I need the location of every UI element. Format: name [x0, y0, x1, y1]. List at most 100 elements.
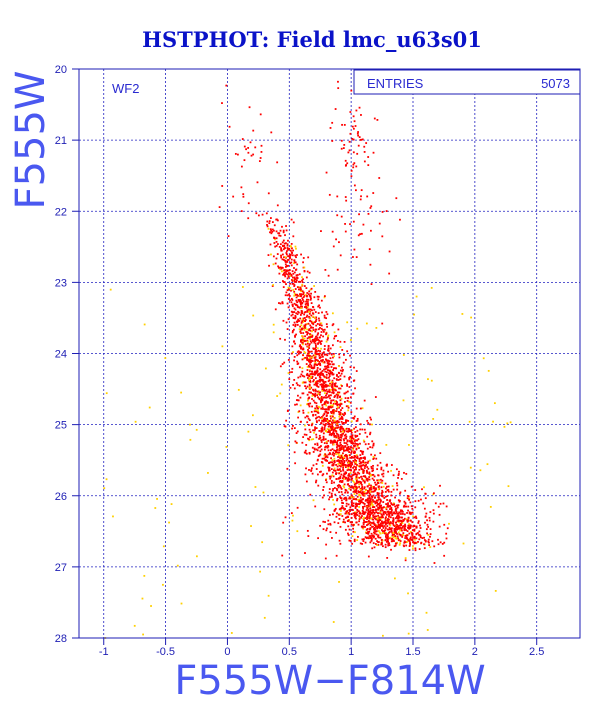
data-point: [322, 432, 325, 435]
data-point: [347, 476, 350, 479]
data-point: [402, 525, 404, 528]
data-point: [337, 513, 340, 516]
data-point: [283, 244, 286, 247]
data-point: [292, 514, 294, 517]
data-point: [392, 517, 395, 519]
data-point: [304, 318, 307, 321]
data-point: [378, 526, 381, 529]
data-point: [395, 525, 397, 528]
data-point: [327, 345, 330, 348]
data-point: [313, 363, 316, 366]
data-point: [338, 472, 340, 475]
data-point: [333, 419, 336, 422]
data-point: [396, 484, 399, 487]
data-point: [358, 476, 361, 479]
data-point: [305, 480, 308, 483]
data-point: [357, 481, 360, 483]
data-point: [408, 444, 410, 446]
data-point: [298, 328, 301, 331]
data-point: [342, 468, 344, 471]
data-point: [103, 487, 106, 490]
data-point: [353, 465, 356, 468]
data-point: [352, 509, 354, 511]
data-point: [346, 321, 349, 324]
data-point: [299, 299, 302, 301]
data-point: [259, 113, 262, 116]
data-point: [346, 443, 349, 446]
data-point: [349, 454, 351, 457]
data-point: [306, 369, 309, 371]
data-point: [271, 221, 274, 223]
data-point: [307, 411, 310, 414]
data-point: [225, 84, 228, 87]
data-point: [207, 472, 209, 474]
data-point: [342, 446, 345, 449]
data-point: [312, 464, 315, 467]
data-point: [308, 383, 311, 386]
data-point: [270, 131, 273, 134]
data-point: [432, 509, 435, 512]
data-point: [281, 270, 283, 273]
data-point: [284, 259, 287, 262]
data-point: [348, 496, 351, 499]
data-point: [377, 496, 380, 499]
data-point: [359, 407, 362, 410]
data-point: [331, 448, 334, 451]
data-point: [321, 370, 324, 372]
data-point: [315, 316, 318, 319]
data-point: [285, 265, 288, 268]
data-point: [313, 383, 316, 386]
data-point: [396, 535, 399, 538]
data-point: [293, 379, 296, 381]
data-point: [345, 499, 348, 502]
data-point: [359, 516, 362, 519]
data-point: [286, 244, 289, 247]
data-point: [280, 256, 283, 259]
data-point: [325, 171, 328, 174]
data-point: [302, 261, 304, 264]
data-point: [304, 303, 307, 306]
data-point: [346, 446, 348, 449]
data-point: [357, 498, 360, 501]
data-point: [336, 497, 339, 500]
data-point: [412, 541, 415, 543]
data-point: [348, 528, 351, 531]
data-point: [363, 457, 365, 459]
data-point: [372, 464, 374, 467]
data-point: [306, 365, 309, 368]
data-point: [322, 361, 325, 364]
data-point: [301, 279, 303, 282]
data-point: [309, 308, 312, 311]
data-point: [413, 528, 416, 531]
data-point: [362, 517, 365, 520]
data-point: [299, 303, 302, 306]
data-point: [345, 164, 347, 166]
data-point: [309, 354, 311, 357]
data-point: [425, 528, 428, 531]
data-point: [384, 539, 387, 541]
data-point: [394, 535, 397, 537]
data-point: [509, 421, 512, 424]
data-point: [322, 359, 324, 361]
data-point: [327, 384, 330, 387]
data-point: [408, 526, 411, 529]
data-point: [150, 605, 152, 607]
data-point: [332, 464, 335, 467]
data-point: [390, 509, 393, 511]
data-point: [417, 532, 419, 534]
data-point: [298, 311, 300, 314]
data-point: [297, 352, 300, 355]
data-point: [328, 488, 331, 490]
data-point: [385, 464, 388, 467]
data-point: [328, 469, 331, 472]
data-point: [366, 479, 369, 482]
data-point: [312, 429, 315, 432]
data-point: [378, 531, 381, 534]
data-point: [316, 369, 319, 371]
data-point: [322, 423, 325, 426]
data-point: [340, 413, 342, 416]
data-point: [401, 529, 403, 532]
data-point: [315, 335, 318, 338]
data-point: [327, 380, 330, 383]
data-point: [332, 323, 335, 325]
